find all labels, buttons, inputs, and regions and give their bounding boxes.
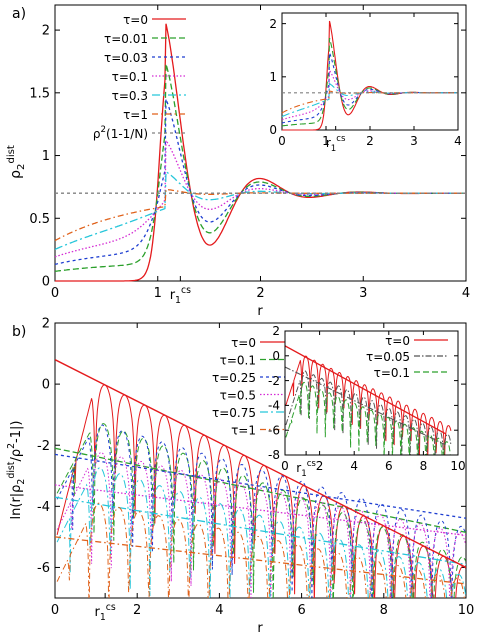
panel-a-legend-label: τ=0.1 xyxy=(112,70,148,84)
panel-b-inset-xtick-label: 0 xyxy=(281,459,289,473)
panel-b-xtick-label: 2 xyxy=(133,603,141,618)
panel-b-inset-ytick-label: 0 xyxy=(272,349,280,363)
panel-a-ytick-label: 1 xyxy=(42,149,50,164)
panel-a-legend-label: τ=0 xyxy=(123,13,148,27)
panel-a-inset-xtick-label: 0 xyxy=(278,134,286,148)
panel-b-inset-legend-label: τ=0.1 xyxy=(374,366,410,380)
panel-b-inset-envelope-line xyxy=(285,345,447,435)
panel-a-inset-series-line xyxy=(281,90,458,114)
panel-a-inset-xtick-label: 2 xyxy=(366,134,374,148)
panel-b-series-line xyxy=(56,451,466,598)
panel-b-xtick-label: 10 xyxy=(458,603,475,618)
panel-b-envelope-line xyxy=(55,359,466,569)
panel-b-inset-rcs-tick-label: r1cs xyxy=(296,459,316,479)
panel-b-inset-series-line xyxy=(285,381,451,455)
panel-a-ylabel: ρ2dist xyxy=(6,145,27,179)
panel-a-legend-label: τ=1 xyxy=(123,108,148,122)
panel-b-inset-xtick-label: 10 xyxy=(450,459,465,473)
panel-a-xlabel: r xyxy=(257,304,263,319)
panel-a-ytick-label: 1.5 xyxy=(29,86,50,101)
panel-b-inset-xtick-label: 6 xyxy=(385,459,393,473)
panel-a-inset-rcs-tick-label: r1cs xyxy=(326,134,346,154)
panel-a-legend-label: τ=0.03 xyxy=(104,51,148,65)
panel-a-inset-xtick-label: 3 xyxy=(410,134,418,148)
panel-a-label: a) xyxy=(12,6,26,22)
panel-b-inset-series-group xyxy=(285,345,452,455)
panel-b-series-line xyxy=(56,423,466,598)
panel-b-inset-series-line xyxy=(285,370,452,455)
panel-a-legend-label: ρ2(1-1/N) xyxy=(93,125,148,141)
panel-b-inset-xtick-label: 8 xyxy=(420,459,428,473)
panel-b-inset-ytick-label: 2 xyxy=(272,324,280,338)
panel-b-inset-fit-line xyxy=(285,366,447,446)
panel-b-series-line xyxy=(56,502,465,598)
panel-b-ytick-label: -4 xyxy=(37,500,50,515)
panel-a-legend-label: τ=0.01 xyxy=(104,32,148,46)
panel-a-rcs-tick-label: r1cs xyxy=(170,285,191,306)
panel-b-legend-label: τ=1 xyxy=(231,424,256,438)
panel-b-xlabel: r xyxy=(257,621,263,636)
panel-b-legend-label: τ=0.25 xyxy=(212,371,256,385)
panel-b-inset-ytick-label: -6 xyxy=(268,423,280,437)
panel-a-inset-ytick-label: 1 xyxy=(269,70,277,84)
panel-b-legend-label: τ=0 xyxy=(231,336,256,350)
panel-b-legend-label: τ=0.75 xyxy=(212,406,256,420)
panel-a-xtick-label: 2 xyxy=(256,286,264,301)
panel-b-inset-xtick-label: 2 xyxy=(316,459,324,473)
panel-a-inset-xtick-label: 1 xyxy=(322,134,330,148)
panel-a-series-line xyxy=(54,138,466,258)
panel-b-series-line xyxy=(56,424,466,598)
panel-b-label: b) xyxy=(12,324,26,340)
panel-a-xtick-label: 3 xyxy=(359,286,367,301)
panel-a-legend-label: τ=0.3 xyxy=(112,89,148,103)
panel-a-inset-ytick-label: 0 xyxy=(269,123,277,137)
panel-a-series-line xyxy=(54,188,466,242)
panel-a-xtick-label: 0 xyxy=(51,286,59,301)
panel-b-legend-label: τ=0.1 xyxy=(220,354,256,368)
panel-b-inset-legend-label: τ=0 xyxy=(385,334,410,348)
panel-a-ytick-label: 0.5 xyxy=(29,212,50,227)
panel-b-ylabel: ln(r|ρ2dist/ρ2-1|) xyxy=(6,421,27,520)
panel-b-xtick-label: 8 xyxy=(380,603,388,618)
panel-a-xtick-label: 4 xyxy=(462,286,470,301)
panel-a-ytick-label: 2 xyxy=(42,24,50,39)
panel-b-inset-ytick-label: -4 xyxy=(268,399,280,413)
panel-b-fit-line xyxy=(55,536,466,585)
panel-b-plot-frame xyxy=(54,322,467,599)
panel-a-xtick-label: 1 xyxy=(154,286,162,301)
panel-b-fit-line xyxy=(55,496,466,566)
panel-a-inset-xtick-label: 4 xyxy=(454,134,462,148)
panel-b-inset-ytick-label: -8 xyxy=(268,448,280,462)
panel-b-inset-xtick-label: 4 xyxy=(350,459,358,473)
panel-a-ytick-label: 0 xyxy=(42,275,50,290)
panel-b-legend-label: τ=0.5 xyxy=(220,389,256,403)
panel-b-ytick-label: 2 xyxy=(42,317,50,332)
panel-b-rcs-tick-label: r1cs xyxy=(94,602,115,623)
panel-b-xtick-label: 4 xyxy=(215,603,223,618)
panel-a-series-line xyxy=(54,170,466,250)
panel-b-ytick-label: 0 xyxy=(42,378,50,393)
panel-b-xtick-label: 0 xyxy=(51,603,59,618)
panel-b-series-group xyxy=(55,359,466,598)
panel-b-ytick-label: -6 xyxy=(37,561,50,576)
panel-b-ytick-label: -2 xyxy=(37,439,50,454)
panel-b-fit-line xyxy=(55,447,466,533)
panel-b-series-line xyxy=(56,467,466,598)
panel-b-xtick-label: 6 xyxy=(297,603,305,618)
panel-a-inset-ytick-label: 2 xyxy=(269,17,277,31)
panel-b-fit-line xyxy=(55,484,466,537)
panel-b-inset-plot-frame xyxy=(284,330,459,456)
panel-b-inset-legend-label: τ=0.05 xyxy=(366,350,410,364)
panel-b-inset-ytick-label: -2 xyxy=(268,374,280,388)
panel-a-inset-background xyxy=(282,13,458,130)
